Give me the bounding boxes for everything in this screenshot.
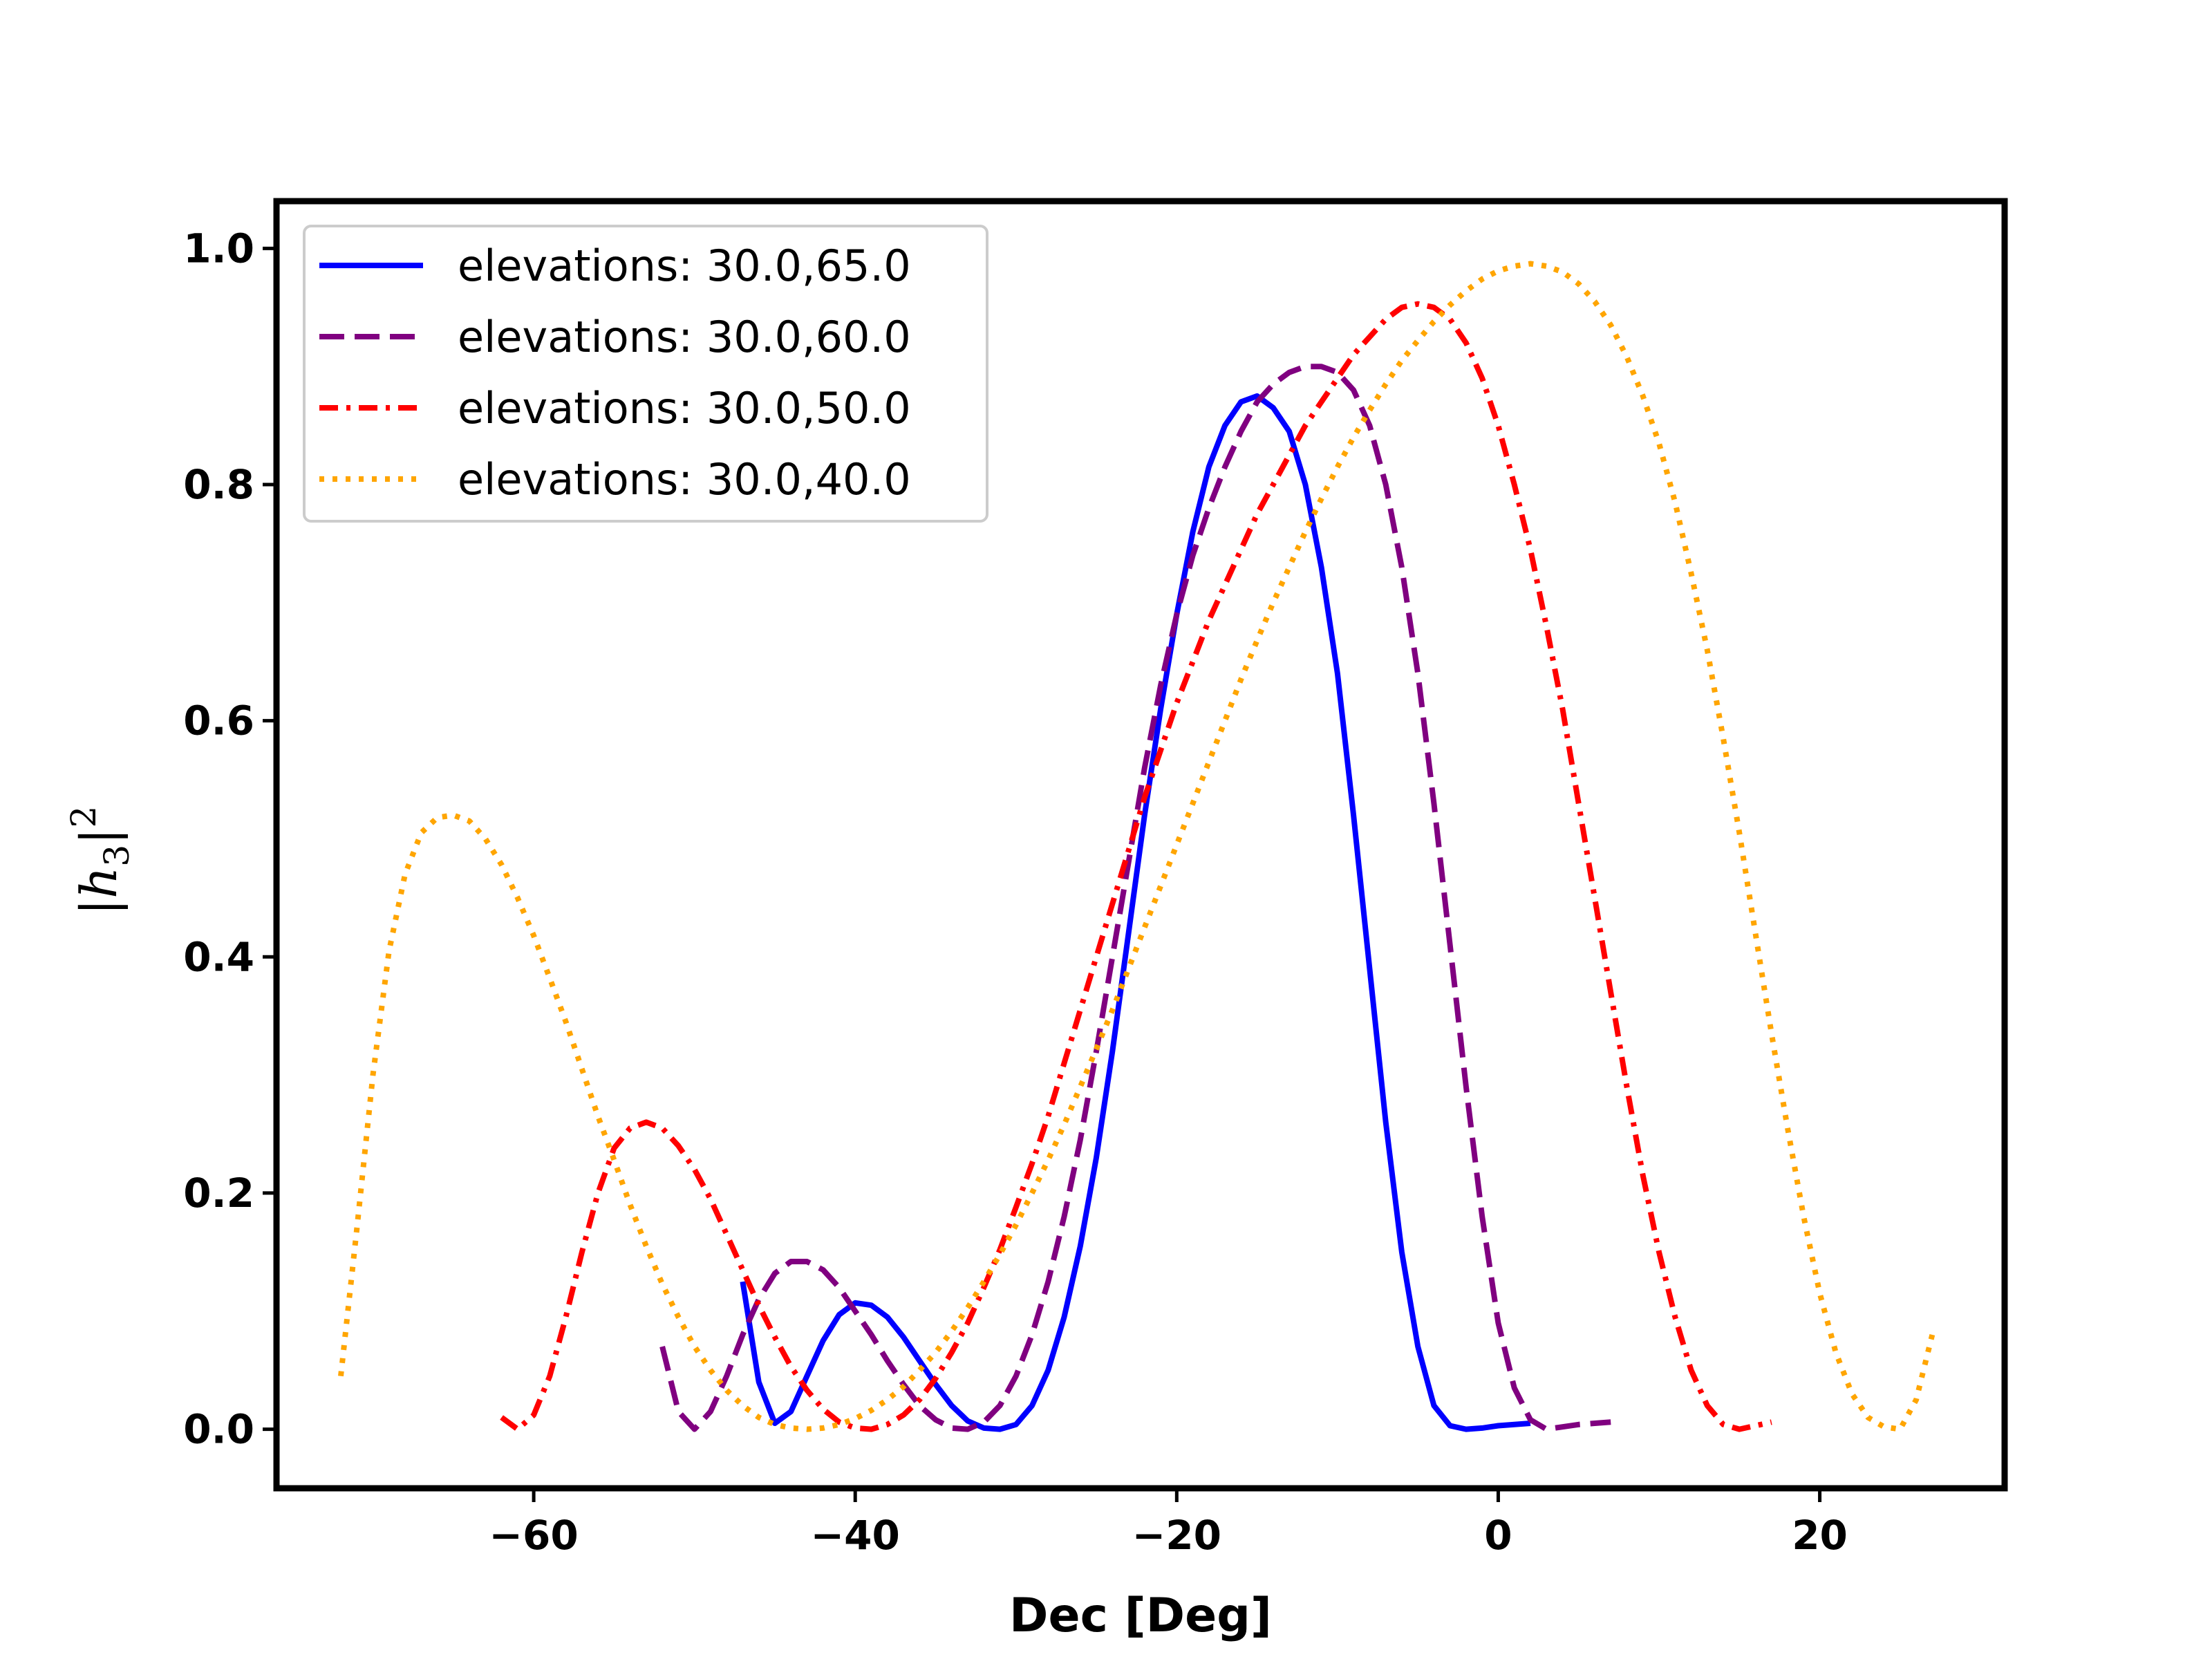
y-tick-label: 0.0 xyxy=(183,1406,254,1453)
x-axis-label: Dec [Deg] xyxy=(1009,1588,1272,1643)
y-tick-label: 0.2 xyxy=(183,1170,254,1217)
y-tick-label: 0.6 xyxy=(183,697,254,744)
x-tick-label: −40 xyxy=(811,1512,900,1559)
y-axis-label: |h3|2 xyxy=(64,806,137,916)
series-line-2 xyxy=(659,364,1611,1432)
legend-label-1: elevations: 30.0,65.0 xyxy=(458,241,911,291)
legend-label-2: elevations: 30.0,60.0 xyxy=(458,312,911,362)
x-tick-label: 0 xyxy=(1484,1512,1512,1559)
x-tick-label: −20 xyxy=(1132,1512,1221,1559)
legend-box xyxy=(303,225,988,523)
y-label-superscript: 2 xyxy=(64,806,104,828)
series-line-4 xyxy=(338,261,1936,1432)
y-tick-label: 0.8 xyxy=(183,461,254,508)
y-tick-label: 1.0 xyxy=(183,225,254,272)
y-tick-label: 0.4 xyxy=(183,933,254,980)
series-line-3 xyxy=(500,301,1772,1432)
legend: elevations: 30.0,65.0 elevations: 30.0,60… xyxy=(303,225,988,523)
legend-label-4: elevations: 30.0,40.0 xyxy=(458,454,911,505)
ticks-layer: −60 −40 −20 0 20 0.0 0.2 0.4 0.6 0.8 1.0 xyxy=(183,225,1848,1559)
series-layer xyxy=(338,261,1936,1432)
y-label-main: |h xyxy=(70,867,128,916)
y-label-close: | xyxy=(70,828,128,845)
x-tick-label: −60 xyxy=(489,1512,578,1559)
series-line-1 xyxy=(740,393,1531,1432)
y-label-subscript: 3 xyxy=(97,845,137,867)
plot-frame xyxy=(273,198,2008,1492)
x-tick-label: 20 xyxy=(1792,1512,1848,1559)
legend-label-3: elevations: 30.0,50.0 xyxy=(458,383,911,433)
